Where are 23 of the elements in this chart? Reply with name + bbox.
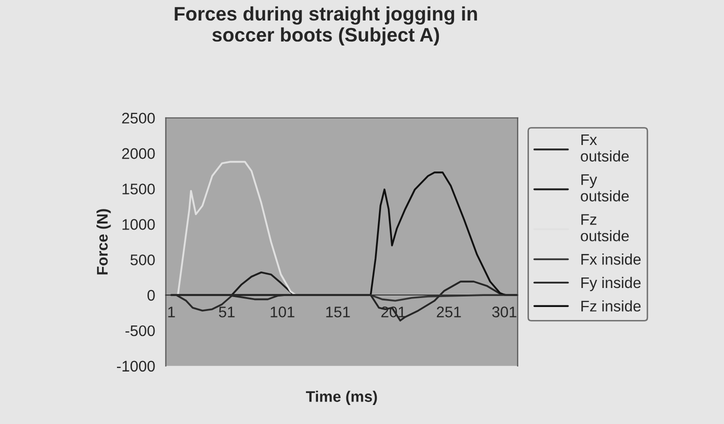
legend-label: Fx inside <box>581 254 641 265</box>
x-tick-label: 51 <box>218 306 235 318</box>
y-tick-label: 1500 <box>122 184 155 194</box>
y-tick-label: 1000 <box>122 219 155 230</box>
legend-label: Fz outside <box>580 214 629 242</box>
y-tick-label: 2000 <box>122 148 155 159</box>
y-tick-label: -500 <box>125 325 155 336</box>
x-tick-label: 251 <box>436 306 461 318</box>
x-tick-label: 151 <box>326 306 350 318</box>
y-tick-label: 0 <box>147 290 155 301</box>
x-tick-label: 1 <box>168 306 175 318</box>
legend-label: Fy inside <box>581 276 641 292</box>
y-tick-label: 2500 <box>122 112 155 124</box>
legend-label: Fz inside <box>581 300 641 312</box>
x-tick-label: 101 <box>270 306 294 318</box>
y-tick-label: -1000 <box>116 360 155 372</box>
legend-label: Fy outside <box>580 174 629 202</box>
x-axis-title: Time (ms) <box>306 390 377 405</box>
legend-label: Fx outside <box>580 134 629 162</box>
x-tick-label: 301 <box>492 306 516 318</box>
y-tick-label: 500 <box>130 254 155 266</box>
y-axis-title: Force (N) <box>96 209 111 274</box>
chart-title: Forces during straight jogging in soccer boots (Subject A) <box>174 6 477 46</box>
